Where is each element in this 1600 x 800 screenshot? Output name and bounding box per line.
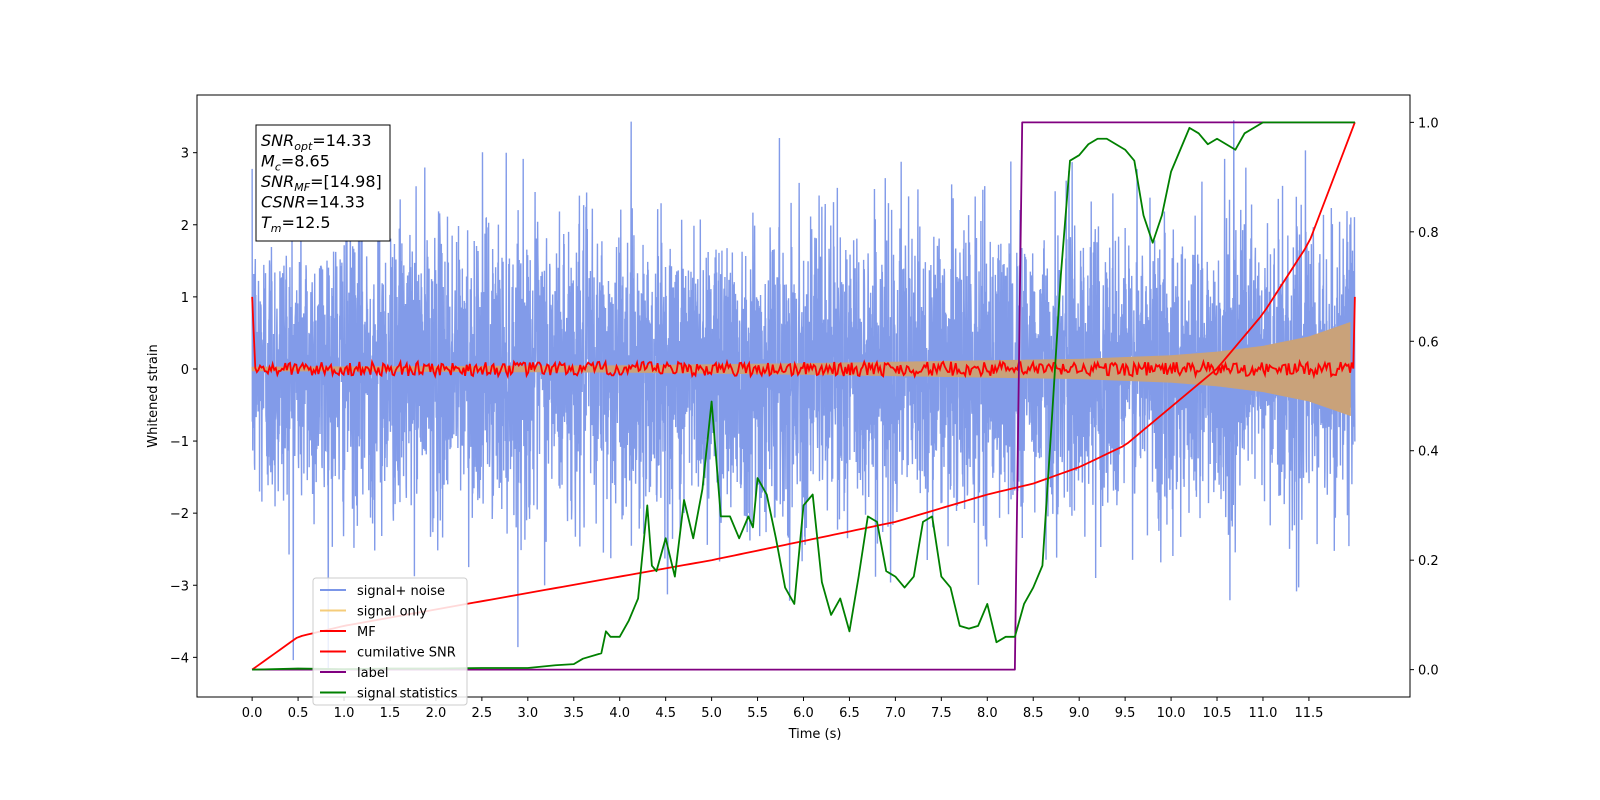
x-tick-label: 6.5 [839,706,860,721]
annotation-frame [255,124,391,242]
legend-label: cumilative SNR [357,646,456,661]
y-right-tick-label: 0.4 [1418,445,1439,460]
legend-label: MF [357,625,376,640]
annotation-value: =[14.98] [310,172,382,191]
legend-label: label [357,666,388,681]
x-tick-label: 0.5 [288,706,309,721]
x-tick-label: 6.0 [793,706,814,721]
x-tick-label: 10.0 [1157,706,1186,721]
x-tick-label: 11.0 [1248,706,1277,721]
x-tick-label: 2.0 [426,706,447,721]
x-tick-label: 8.5 [1023,706,1044,721]
y-right-tick-label: 0.0 [1418,664,1439,679]
annotation-symbol: CSNR [261,193,306,212]
y-axis-title: Whitened strain [146,344,161,447]
y-tick-label: −3 [170,579,189,594]
legend-label: signal statistics [357,687,458,702]
annotation-symbol: SNR [261,172,294,191]
y-tick-label: 3 [181,147,189,162]
x-tick-label: 10.5 [1203,706,1232,721]
series-label-line [252,121,1355,671]
legend-label: signal+ noise [357,584,445,599]
y-tick-label: 0 [181,363,189,378]
annotation-value: =8.65 [281,152,330,171]
x-axis-title: Time (s) [788,727,842,742]
x-tick-label: 4.0 [609,706,630,721]
x-axis: 0.0 0.5 1.0 1.5 2.0 2.5 3.0 3.5 4.0 4.5 5.0 5.5 6.0 6… [242,697,1323,721]
y-tick-label: 2 [181,219,189,234]
x-tick-label: 11.5 [1294,706,1323,721]
y-right-tick-label: 0.6 [1418,335,1439,350]
y-right-tick-label: 1.0 [1418,116,1439,131]
x-tick-label: 4.5 [655,706,676,721]
annotation-subscript: m [271,222,282,235]
annotation-value: =14.33 [306,193,365,212]
y-tick-label: 1 [181,291,189,306]
annotation-line: SNRMF=[14.98] [261,172,382,194]
annotation-value: =14.33 [312,131,371,150]
y-tick-label: −2 [170,507,189,522]
annotation-value: =12.5 [282,213,331,232]
annotation-symbol: SNR [261,131,294,150]
x-tick-label: 0.0 [242,706,263,721]
series-mf-line [251,296,1356,380]
annotation-line: SNRopt=14.33 [261,131,372,153]
annotation-symbol: T [261,213,272,232]
legend-label: signal only [357,605,427,620]
y-tick-label: −4 [170,651,189,666]
x-tick-label: 7.0 [885,706,906,721]
x-tick-label: 7.5 [931,706,952,721]
y-axis-right: 1.0 0.8 0.6 0.4 0.2 0.0 [1410,116,1439,679]
x-tick-label: 1.5 [380,706,401,721]
x-tick-label: 5.0 [701,706,722,721]
annotation-box: SNRopt=14.33Mc=8.65SNRMF=[14.98]CSNR=14.… [255,124,391,242]
legend-frame [312,577,468,706]
x-tick-label: 3.5 [563,706,584,721]
x-tick-label: 9.0 [1069,706,1090,721]
annotation-line: CSNR=14.33 [261,193,365,212]
y-right-tick-label: 0.2 [1418,554,1439,569]
x-tick-label: 8.0 [977,706,998,721]
legend: signal+ noise signal only MF cumilative SNR… [312,577,468,706]
x-tick-label: 5.5 [747,706,768,721]
annotation-subscript: MF [294,181,310,194]
annotation-subscript: c [275,161,281,174]
x-tick-label: 1.0 [334,706,355,721]
annotation-line: Mc=8.65 [261,152,330,174]
x-tick-label: 2.5 [472,706,493,721]
series-signal-statistics-line [252,121,1355,671]
series-signal-noise-line [251,120,1356,669]
x-tick-label: 9.5 [1115,706,1136,721]
y-right-tick-label: 0.8 [1418,226,1439,241]
annotation-subscript: opt [294,140,313,153]
x-tick-label: 3.0 [517,706,538,721]
y-axis-left: 3 2 1 0 −1 −2 −3 −4 [170,147,197,666]
y-tick-label: −1 [170,435,189,450]
annotation-symbol: M [261,152,275,171]
annotation-line: Tm=12.5 [261,213,331,235]
